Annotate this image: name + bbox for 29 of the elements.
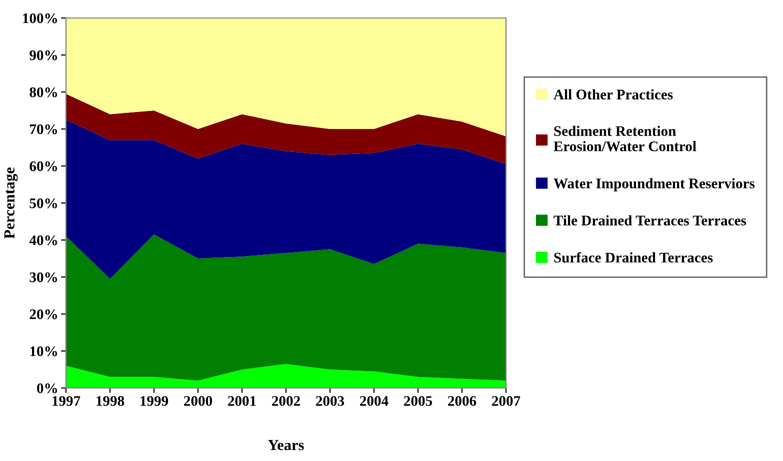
x-tick-label: 1998 [96, 396, 124, 406]
y-tick-label: 20% [30, 309, 57, 320]
x-tick-label: 1999 [140, 396, 168, 406]
y-tick-label: 30% [30, 272, 57, 282]
x-tick-label: 2001 [228, 396, 256, 406]
x-tick-label: 2002 [272, 396, 300, 406]
y-tick-label: 40% [29, 235, 57, 246]
x-tick-label: 2003 [316, 396, 344, 406]
y-tick-label: 50% [30, 198, 57, 208]
x-tick-label: 2004 [360, 396, 388, 406]
y-tick-label: 100% [23, 13, 57, 24]
legend-label: All Other Practices [554, 89, 673, 100]
legend-label: Tile Drained Terraces Terraces [554, 215, 746, 226]
x-tick-label: 2005 [404, 396, 432, 406]
y-tick-label: 80% [30, 87, 57, 98]
x-tick-label: 1997 [52, 396, 80, 406]
legend-label: Sediment Retention Erosion/Water Control [554, 126, 696, 152]
legend-label: Water Impoundment Reserviors [554, 178, 755, 192]
legend-label: Surface Drained Terraces [554, 252, 713, 263]
x-tick-label: 2006 [448, 396, 476, 406]
y-tick-label: 0% [37, 383, 57, 394]
y-axis-title: Percentage [4, 167, 18, 239]
y-tick-label: 90% [30, 50, 57, 60]
x-tick-label: 2000 [184, 396, 212, 406]
y-tick-label: 70% [30, 124, 57, 134]
y-tick-label: 10% [30, 346, 57, 356]
x-axis-title: Years [268, 440, 304, 450]
y-tick-label: 60% [30, 161, 57, 172]
x-tick-label: 2007 [492, 396, 520, 406]
